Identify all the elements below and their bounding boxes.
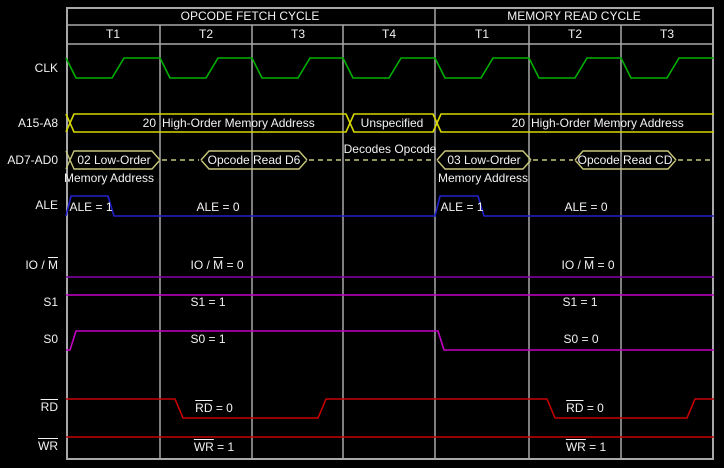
t-state-label: T3: [290, 27, 306, 41]
rd-fetch-state-label: RD = 0: [195, 401, 233, 415]
ale-read-low-label: ALE = 0: [564, 200, 608, 214]
a15-a8-bus-upper: [65, 113, 714, 133]
cycle-title-memory-read: MEMORY READ CYCLE: [507, 9, 641, 23]
signal-label-s1: S1: [43, 295, 58, 309]
ad7-read-address-line2: Memory Address: [438, 171, 529, 185]
ad7-ad0-bus-segments: [65, 150, 677, 170]
ale-fetch-high-label: ALE = 1: [69, 200, 113, 214]
s1-read-state-label: S1 = 1: [562, 295, 598, 309]
ale-waveform: [65, 195, 714, 217]
t-state-label: T3: [659, 27, 675, 41]
signal-label-a15-a8: A15-A8: [17, 116, 58, 130]
t-state-label: T2: [198, 27, 214, 41]
t-state-label: T1: [105, 27, 121, 41]
grid-lines: [66, 7, 714, 460]
ad7-fetch-address: 02 Low-Order: [77, 153, 151, 167]
a15-t4-label: Unspecified: [360, 116, 424, 130]
s0-waveform: [66, 330, 714, 351]
t-state-label: T1: [474, 27, 490, 41]
a15-fetch-value: 20: [142, 116, 156, 130]
a15-read-value: 20: [511, 116, 525, 130]
ad7-read-address: 03 Low-Order: [447, 153, 521, 167]
iom-fetch-state-label: IO / M = 0: [190, 258, 244, 272]
signal-label-wr: WR: [38, 439, 58, 453]
wr-read-state-label: WR = 1: [565, 440, 607, 454]
iom-read-state-label: IO / M = 0: [561, 258, 615, 272]
ale-read-high-label: ALE = 1: [440, 200, 484, 214]
a15-a8-bus-lower: [65, 113, 714, 133]
signal-label-rd: RD: [40, 400, 58, 414]
wr-fetch-state-label: WR = 1: [193, 440, 235, 454]
ale-fetch-low-label: ALE = 0: [196, 200, 240, 214]
signal-label-clk: CLK: [34, 61, 58, 75]
s1-fetch-state-label: S1 = 1: [190, 295, 226, 309]
a15-a8-bus-waveform: [65, 113, 714, 133]
ad7-t4-label: Decodes Opcode: [343, 142, 437, 156]
s0-read-state-label: S0 = 0: [563, 332, 599, 346]
rd-read-state-label: RD = 0: [566, 401, 604, 415]
t-state-label: T4: [381, 27, 397, 41]
cycle-title-opcode-fetch: OPCODE FETCH CYCLE: [180, 9, 320, 23]
ad7-fetch-data: Opcode Read D6: [207, 153, 301, 167]
signal-label-iom: IO / M: [25, 258, 58, 272]
clk-waveform: [65, 57, 714, 79]
table-inner-lines: [66, 8, 714, 459]
table-outer-border: [66, 7, 714, 460]
signal-label-s0: S0: [43, 332, 58, 346]
ad7-fetch-address-line2: Memory Address: [64, 171, 155, 185]
ad7-read-data: Opcode Read CD: [577, 153, 673, 167]
signal-label-ale: ALE: [35, 198, 58, 212]
a15-read-label: High-Order Memory Address: [531, 116, 684, 130]
signal-label-ad7-ad0: AD7-AD0: [7, 153, 58, 167]
ad7-ad0-bus-waveform: [65, 150, 714, 170]
s0-fetch-state-label: S0 = 1: [190, 332, 226, 346]
t-state-label: T2: [567, 27, 583, 41]
a15-fetch-label: High-Order Memory Address: [162, 116, 315, 130]
rd-waveform: [66, 398, 714, 419]
